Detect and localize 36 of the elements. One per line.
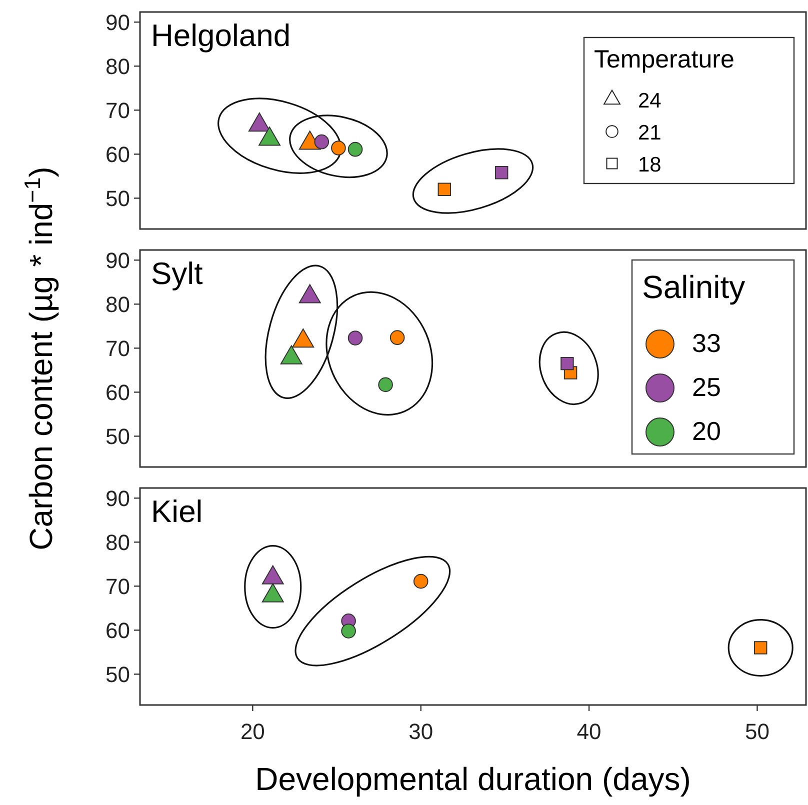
chart-title: Helgoland [151,18,291,53]
y-tick-label: 90 [106,10,130,36]
y-tick-label: 60 [106,142,130,168]
point [348,330,363,346]
text: 18 [638,154,662,176]
y-tick-label: 70 [106,574,130,600]
y-tick-label: 90 [106,248,130,274]
text: 21 [638,122,662,144]
legend-label: 25 [692,372,721,402]
y-tick-label: 80 [106,292,130,318]
y-tick-label: 90 [106,486,130,512]
y-tick-label: 60 [106,618,130,644]
y-tick-label: 60 [106,380,130,406]
y-tick-label: 70 [106,336,130,362]
legend-label: 33 [692,328,721,358]
y-tick-label: 50 [106,186,130,212]
y-tick-label: 70 [106,98,130,124]
x-tick-label: 40 [576,719,602,744]
legend-title: Temperature [594,46,734,74]
x-tick-label: 30 [408,719,434,744]
y-tick-label: 50 [106,662,130,688]
text: 24 [638,90,662,112]
chart-title: Kiel [151,494,203,529]
point [560,356,574,370]
y-tick-label: 80 [106,54,130,80]
y-tick-label: 80 [106,530,130,556]
x-tick-label: 20 [240,719,265,744]
legend-title: Salinity [642,269,746,305]
x-axis-title: Developmental duration (days) [255,761,691,797]
chart-title: Sylt [151,256,204,291]
legend-label: 20 [692,416,721,446]
point [298,284,321,304]
point [378,377,393,392]
y-tick-label: 50 [106,424,130,450]
x-tick-label: 50 [744,719,770,744]
point [390,330,405,345]
